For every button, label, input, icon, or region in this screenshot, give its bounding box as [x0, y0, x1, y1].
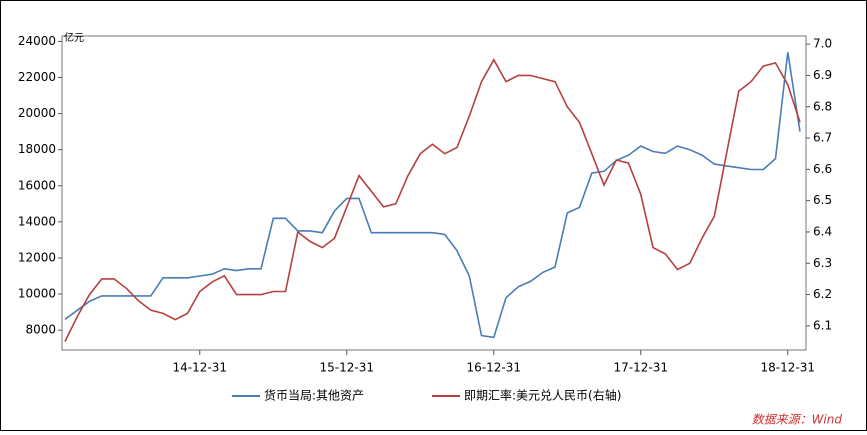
y2-tick-label: 6.6	[813, 162, 832, 176]
y-tick-label: 24000	[18, 34, 56, 48]
y-tick-label: 12000	[18, 250, 56, 264]
y2-tick-label: 6.2	[813, 287, 832, 301]
y-tick-label: 10000	[18, 287, 56, 301]
y-tick-label: 20000	[18, 106, 56, 120]
x-tick-label: 14-12-31	[173, 361, 227, 375]
y-tick-label: 8000	[25, 323, 56, 337]
y2-tick-label: 6.7	[813, 131, 832, 145]
x-tick-label: 18-12-31	[761, 361, 815, 375]
y-tick-label: 16000	[18, 178, 56, 192]
y2-tick-label: 6.3	[813, 256, 832, 270]
y-tick-label: 18000	[18, 142, 56, 156]
y-unit: 亿元	[64, 31, 84, 44]
source: 数据来源：Wind	[752, 413, 843, 427]
y-tick-label: 14000	[18, 214, 56, 228]
y-tick-label: 22000	[18, 70, 56, 84]
series-line	[64, 52, 801, 339]
legend-label: 货币当局:其他资产	[264, 388, 364, 403]
x-tick-label: 16-12-31	[467, 361, 521, 375]
y2-tick-label: 7.0	[813, 37, 832, 51]
x-tick-label: 15-12-31	[320, 361, 374, 375]
series-line	[64, 58, 801, 342]
plot-frame	[61, 35, 807, 351]
legend-label: 即期汇率:美元兑人民币(右轴)	[464, 388, 621, 403]
y2-tick-label: 6.9	[813, 68, 832, 82]
y2-tick-label: 6.8	[813, 99, 832, 113]
y2-tick-label: 6.4	[813, 224, 832, 238]
x-tick-label: 17-12-31	[614, 361, 668, 375]
y2-tick-label: 6.5	[813, 193, 832, 207]
y2-tick-label: 6.1	[813, 318, 832, 332]
